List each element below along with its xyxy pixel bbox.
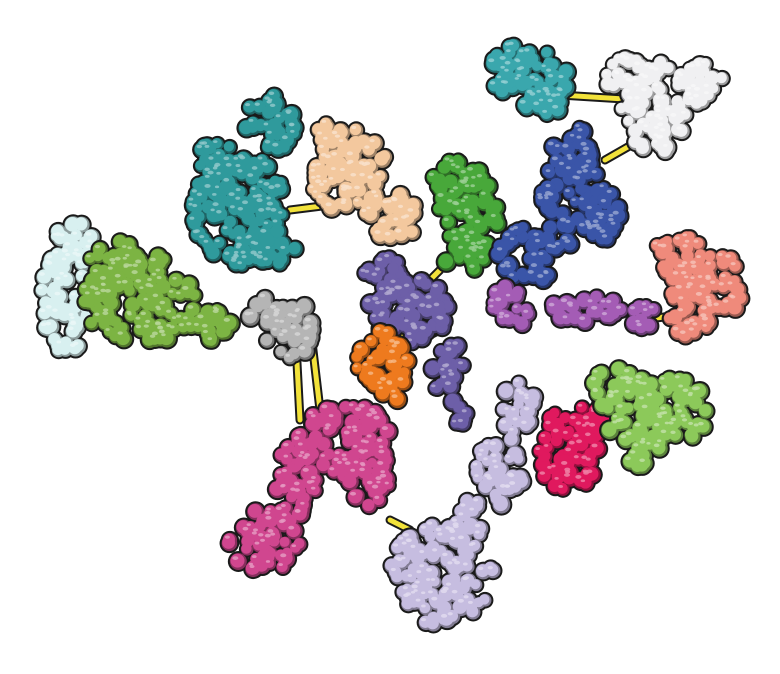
pale-cyan-domain-left [33,214,103,360]
peach-domain [304,115,424,248]
orange-core-domain [349,322,418,411]
magenta-domain [219,398,399,580]
olive-green-domain-left [76,232,241,351]
lavender-domain [382,374,545,634]
teal-domain-top-right [483,36,578,124]
white-domain-top-right [598,49,731,162]
light-green-domain-right [584,359,716,477]
salmon-domain-right [648,229,751,346]
green-domain-top [424,152,508,279]
grey-linker-domain [239,288,322,367]
blue-domain [488,119,630,291]
crimson-domain [531,394,618,498]
violet-arm-domain [485,277,663,338]
teal-domain-upper-left [183,86,305,274]
